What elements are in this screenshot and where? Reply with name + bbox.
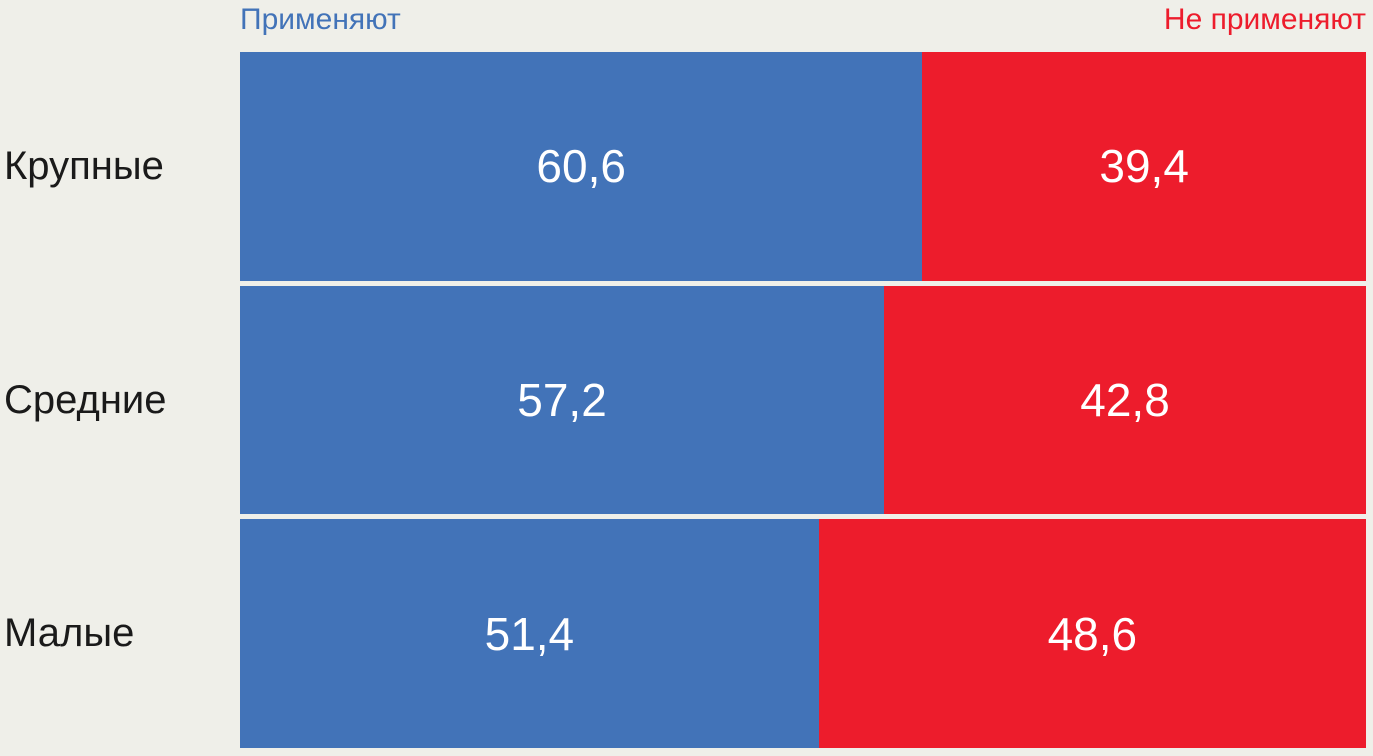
segment-apply: 57,2 bbox=[240, 285, 885, 515]
bar-row-medium: Средние 57,2 42,8 bbox=[0, 285, 1373, 515]
segment-not-apply: 42,8 bbox=[884, 285, 1366, 515]
legend-label-apply: Применяют bbox=[240, 3, 401, 36]
segment-value: 60,6 bbox=[536, 140, 626, 193]
chart-legend: Применяют Не применяют bbox=[240, 3, 1366, 36]
category-label: Малые bbox=[4, 611, 135, 656]
bar-row-small: Малые 51,4 48,6 bbox=[0, 519, 1373, 749]
segment-not-apply: 48,6 bbox=[818, 519, 1366, 749]
bar-track: 57,2 42,8 bbox=[240, 285, 1366, 515]
bar-rows: Крупные 60,6 39,4 Средние 57,2 42,8 bbox=[0, 52, 1373, 749]
segment-value: 51,4 bbox=[484, 607, 575, 660]
bar-row-large: Крупные 60,6 39,4 bbox=[0, 52, 1373, 281]
segment-apply: 60,6 bbox=[240, 52, 923, 281]
segment-value: 57,2 bbox=[517, 374, 607, 426]
category-label: Средние bbox=[4, 377, 167, 422]
segment-value: 42,8 bbox=[1080, 374, 1170, 426]
bar-track: 60,6 39,4 bbox=[240, 52, 1366, 281]
segment-apply: 51,4 bbox=[240, 519, 819, 749]
bar-track: 51,4 48,6 bbox=[240, 519, 1366, 749]
segment-not-apply: 39,4 bbox=[922, 52, 1366, 281]
legend-label-not-apply: Не применяют bbox=[1163, 3, 1366, 36]
segment-value: 48,6 bbox=[1047, 607, 1138, 660]
category-label: Крупные bbox=[4, 143, 164, 188]
segment-value: 39,4 bbox=[1099, 140, 1189, 193]
